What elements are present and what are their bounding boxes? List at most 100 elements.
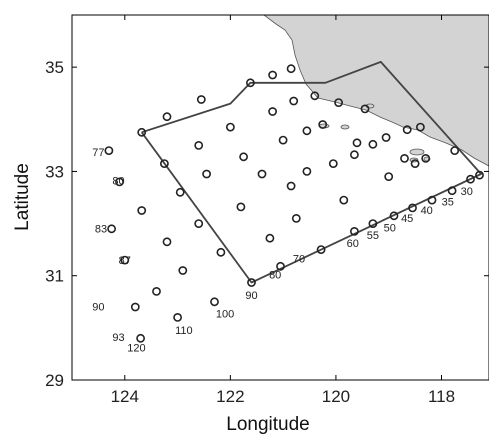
station-marker [162,112,172,122]
station-marker [202,169,211,179]
x-tick-label: 118 [428,387,455,406]
station-marker [402,125,412,135]
x-tick-label: 120 [322,387,350,406]
y-axis-title: Latitude [12,163,33,231]
station-marker [175,187,185,197]
station-marker [265,233,275,243]
line-label: 30 [461,186,473,198]
station-marker [245,78,255,88]
station-marker [302,166,312,176]
station-marker [178,266,188,275]
station-marker [137,127,147,137]
line-label: 50 [384,222,396,234]
station-marker [410,159,420,168]
station-marker [334,98,343,107]
station-marker [291,213,301,223]
station-marker [310,91,320,101]
station-marker [216,247,226,257]
station-marker [194,219,204,228]
station-marker [104,146,114,155]
station-marker [236,202,246,212]
station-marker [349,226,359,236]
station-marker [276,261,285,271]
station-marker [368,219,378,228]
station-marker [210,297,219,307]
line-label: 77 [92,147,104,159]
line-label: 120 [127,342,145,354]
station-marker [162,237,172,247]
plot-frame [71,14,489,381]
station-marker [349,150,359,160]
line-label: 80 [269,269,281,281]
line-label: 87 [119,255,131,267]
station-marker [130,302,140,312]
line-label: 83 [95,223,107,235]
station-marker [381,133,391,142]
y-tick-label: 35 [45,58,64,77]
station-marker [286,64,296,74]
station-marker [173,312,182,322]
station-marker [247,278,256,287]
station-marker [196,95,206,104]
line-label: 100 [216,308,234,320]
x-tick-label: 122 [216,387,244,406]
survey-polygon [140,61,482,284]
station-marker [257,169,267,179]
station-marker [352,138,362,148]
line-label: 110 [175,325,193,337]
station-marker [120,255,130,265]
line-label: 35 [442,196,454,208]
station-marker [152,286,161,296]
station-marker [268,70,277,80]
x-axis-title: Longitude [226,414,309,435]
station-marker [137,206,147,215]
line-label: 90 [245,290,257,302]
station-marker [384,172,394,181]
station-marker [389,211,399,221]
station-marker [427,195,437,205]
x-tick-label: 124 [111,387,139,406]
line-label: 80 [112,176,124,188]
channel-island [340,124,350,130]
station-marker [318,120,328,129]
line-label: 60 [347,238,359,250]
y-tick-label: 33 [45,162,64,181]
station-marker [302,126,312,136]
station-marker [466,174,475,184]
station-marker [328,159,338,168]
channel-island [409,148,425,156]
station-marker [289,96,299,106]
stations-outside [104,146,219,343]
station-marker [115,177,124,187]
line-label: 55 [367,230,379,242]
station-marker [421,153,431,163]
station-marker [360,104,370,114]
line-label: 45 [401,213,413,225]
y-tick-label: 31 [45,267,64,286]
x-axis-ticks: 124 122 120 118 [111,15,455,406]
station-marker [286,181,296,191]
station-marker [450,146,460,155]
station-marker [225,122,235,132]
station-marker [239,152,248,162]
station-marker [415,122,425,132]
station-marker [316,245,326,254]
station-marker [107,224,116,234]
station-marker [194,140,204,150]
line-label: 70 [293,254,305,266]
station-marker [136,333,145,343]
station-marker [339,195,349,205]
station-marker [368,139,378,149]
station-marker [400,153,409,163]
station-marker [268,107,277,116]
land-mass [263,15,489,167]
y-tick-label: 29 [45,371,64,390]
stations-inside [137,64,484,287]
station-marker [278,135,288,145]
station-marker [408,203,417,213]
line-label: 90 [92,302,104,314]
station-marker [475,170,484,180]
station-marker [447,186,457,196]
